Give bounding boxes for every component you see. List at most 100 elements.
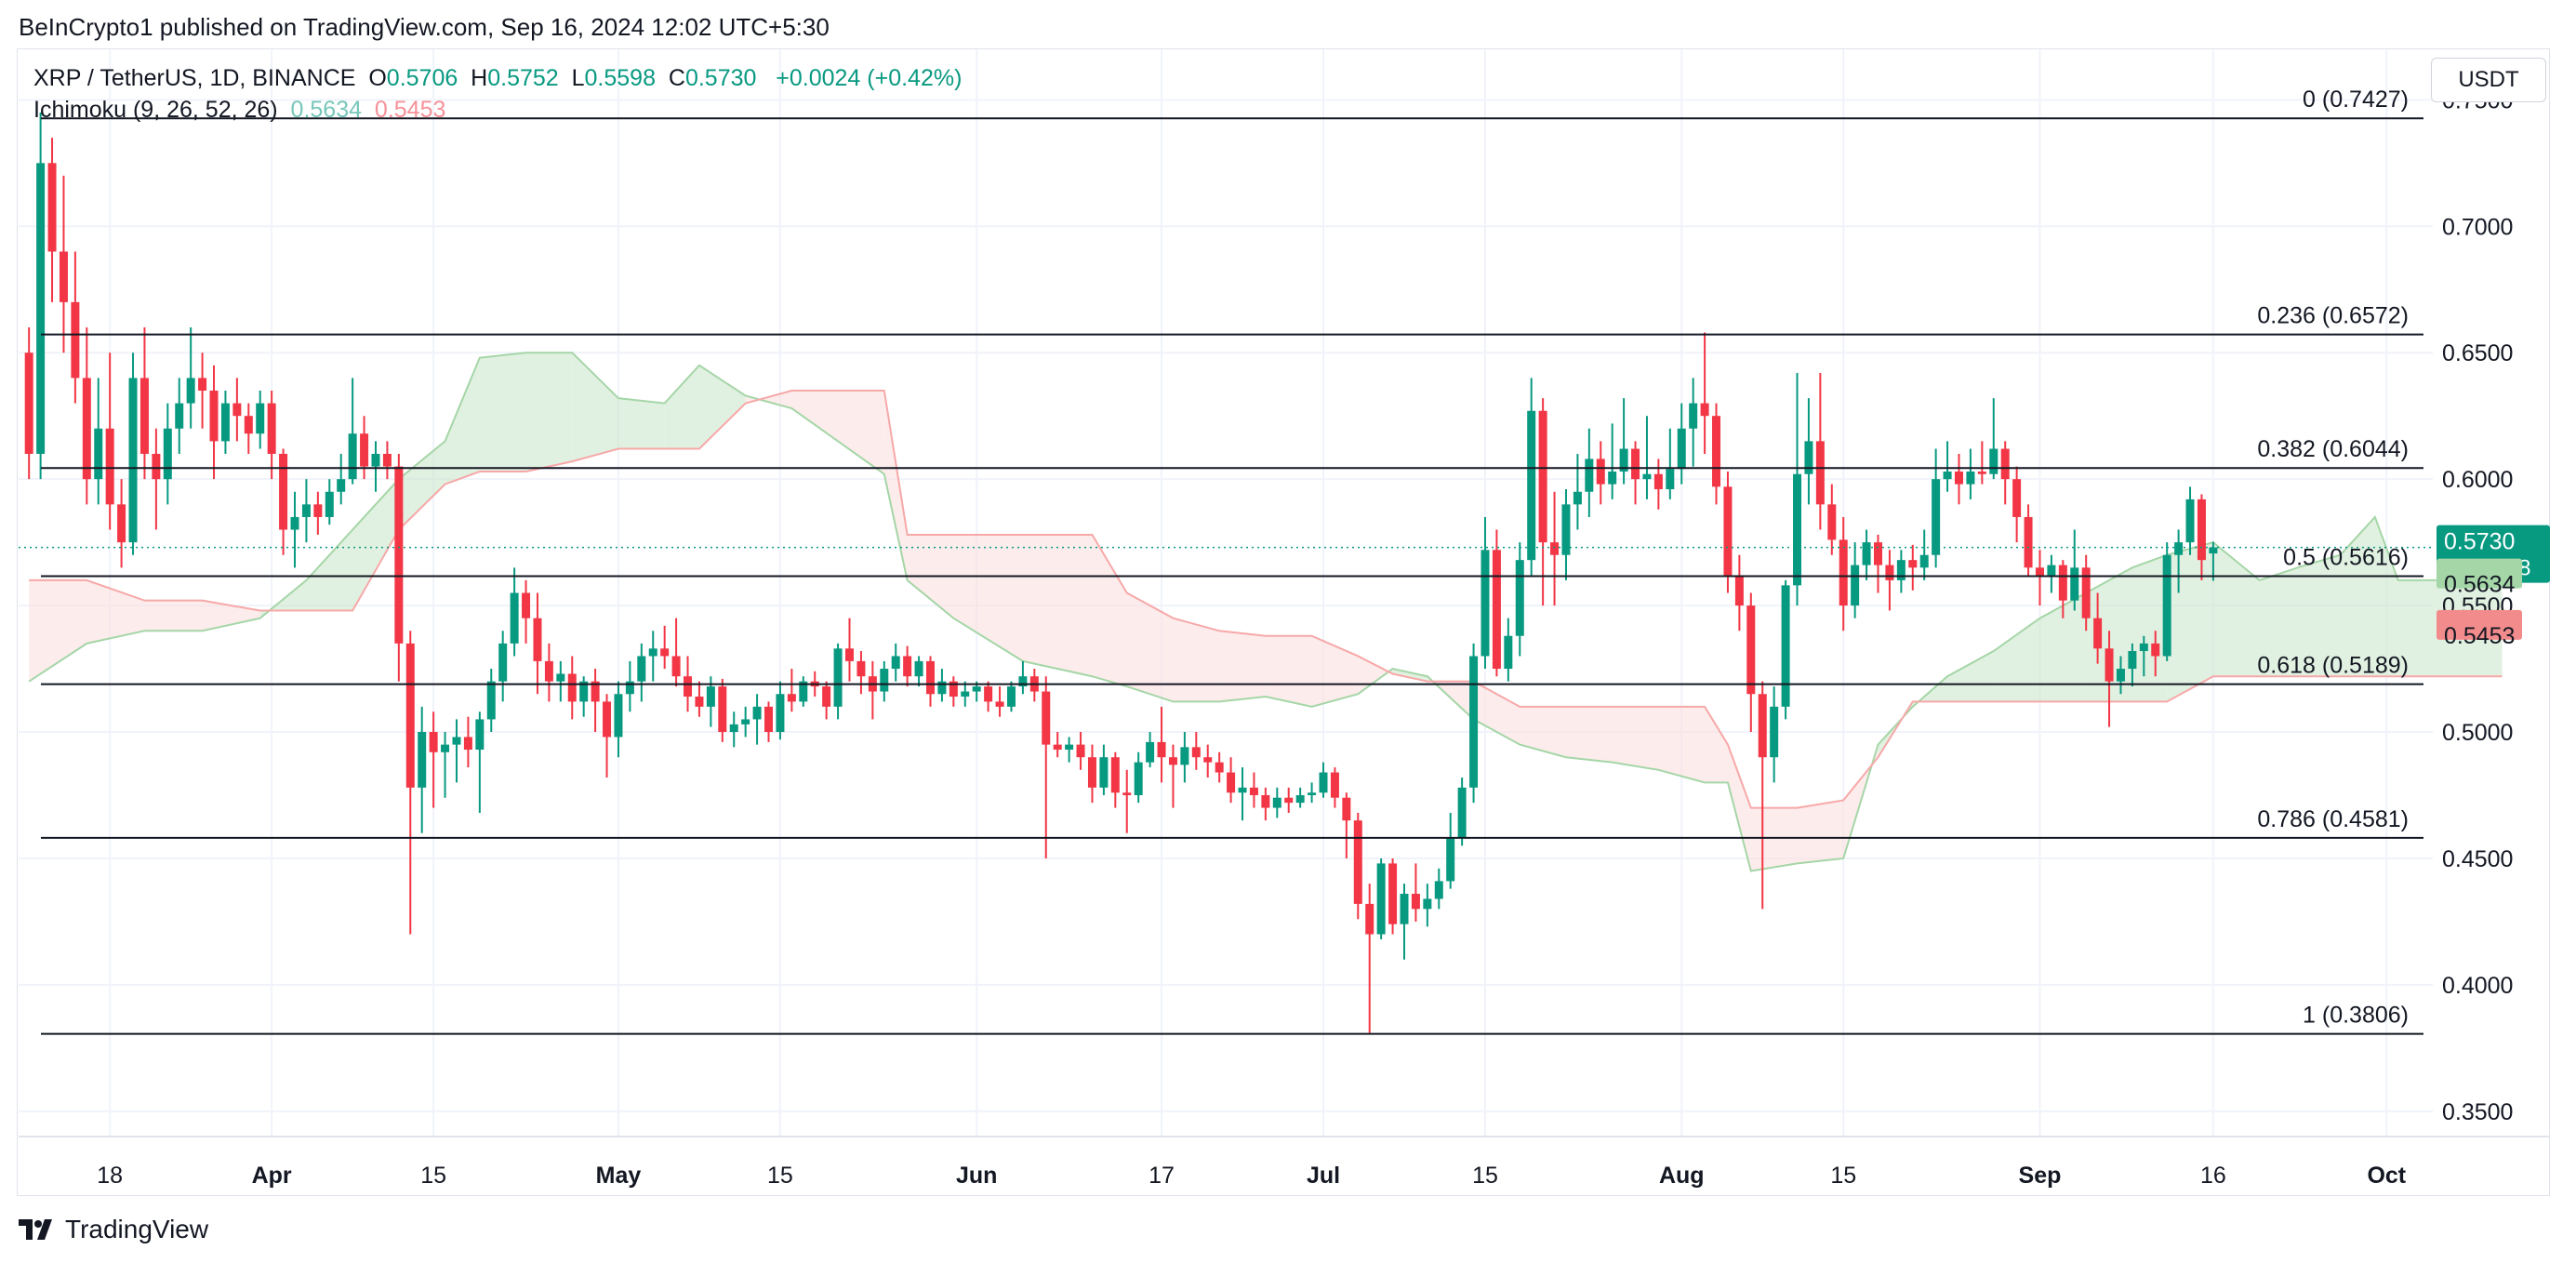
candle-body — [822, 686, 831, 707]
candle-body — [833, 648, 843, 707]
candle-body — [764, 706, 774, 733]
candle-body — [856, 660, 866, 677]
candle-body — [1943, 472, 1952, 480]
candle-body — [1515, 560, 1524, 636]
candle-body — [1457, 787, 1467, 839]
candle-body — [579, 681, 589, 702]
candle-body — [2139, 643, 2148, 652]
candle-body — [1330, 772, 1339, 798]
candle-body — [82, 378, 91, 480]
candle-body — [556, 673, 565, 682]
candle-body — [2047, 565, 2056, 576]
cloud-segment — [1947, 651, 1994, 702]
cloud-segment — [398, 441, 445, 530]
candle-body — [510, 592, 519, 644]
candle-body — [1619, 448, 1628, 472]
candle-body — [394, 466, 404, 644]
ichimoku-cloud — [28, 352, 2503, 872]
cloud-segment — [617, 398, 665, 449]
tradingview-brand[interactable]: TradingView — [19, 1215, 208, 1244]
candle-body — [290, 516, 299, 530]
fib-label: 1 (0.3806) — [2303, 1003, 2409, 1029]
candle-body — [267, 403, 276, 454]
candle-body — [1989, 448, 1998, 474]
candle-body — [1746, 605, 1756, 695]
candle-body — [961, 691, 970, 697]
fib-label: 0 (0.7427) — [2303, 86, 2409, 113]
candle-body — [706, 686, 715, 707]
candle-body — [614, 694, 623, 738]
cloud-segment — [1727, 744, 1751, 871]
close-label: C — [668, 65, 685, 91]
brand-name: TradingView — [65, 1215, 209, 1243]
x-tick-label: Oct — [2367, 1163, 2406, 1189]
cloud-segment — [445, 357, 480, 485]
cloud-segment — [1311, 635, 1359, 707]
x-tick-label: Jul — [1307, 1163, 1340, 1189]
candle-body — [128, 378, 138, 543]
lead-span-a — [28, 352, 2503, 872]
candle-body — [1469, 656, 1479, 788]
candle-body — [1434, 881, 1443, 899]
candle-body — [186, 378, 195, 404]
indicator-legend: Ichimoku (9, 26, 52, 26) 0.5634 0.5453 — [33, 97, 445, 124]
candle-body — [1481, 550, 1490, 657]
cloud-segment — [1750, 807, 1798, 871]
candle-body — [1203, 757, 1213, 763]
candle-body — [2185, 499, 2195, 543]
cloud-segment — [2131, 554, 2168, 702]
cloud-segment — [1658, 706, 1706, 783]
cloud-segment — [2340, 516, 2375, 677]
candle-body — [695, 696, 704, 707]
candle-body — [1157, 741, 1166, 758]
candle-body — [175, 403, 184, 429]
fib-label: 0.786 (0.4581) — [2257, 806, 2409, 832]
candle-body — [1272, 797, 1281, 808]
cloud-segment — [1092, 534, 1127, 687]
cloud-segment — [1358, 656, 1393, 695]
currency-button[interactable]: USDT — [2431, 58, 2546, 102]
cloud-segment — [838, 391, 884, 474]
candle-body — [2197, 499, 2206, 561]
candle-body — [220, 403, 230, 442]
cloud-segment — [2374, 516, 2398, 677]
candle-body — [684, 676, 693, 697]
candle-body — [1585, 459, 1594, 492]
candle-body — [1689, 403, 1698, 429]
candle-body — [1087, 757, 1096, 788]
fib-label: 0.382 (0.6044) — [2257, 436, 2409, 462]
cloud-segment — [2039, 592, 2087, 702]
candle-body — [533, 618, 542, 661]
candle-body — [152, 453, 161, 480]
candle-body — [1527, 410, 1536, 561]
candle-body — [1758, 694, 1767, 758]
fib-levels: 0 (0.7427) 0.236 (0.6572) 0.382 (0.6044) 0.… — [19, 86, 2433, 1035]
symbol-legend: XRP / TetherUS, 1D, BINANCE O0.5706 H0.5… — [33, 65, 962, 92]
candle-body — [105, 428, 114, 505]
candle-body — [1954, 472, 1963, 485]
candle-body — [2024, 516, 2033, 568]
candle-body — [360, 433, 369, 467]
candle-body — [1446, 838, 1455, 882]
candle-body — [1966, 472, 1975, 485]
open-value: 0.5706 — [386, 65, 458, 91]
indicator-name[interactable]: Ichimoku (9, 26, 52, 26) — [33, 97, 278, 123]
candle-body — [475, 719, 485, 751]
cloud-segment — [1173, 618, 1220, 702]
x-axis: 18 Apr 15 May 15 Jun 17 Jul 15 Aug 15 Sep 16 Oct — [97, 1163, 2407, 1189]
candle-body — [382, 453, 392, 467]
symbol-name[interactable]: XRP / TetherUS, 1D, BINANCE — [33, 65, 356, 91]
candle-body — [972, 686, 981, 692]
candle-body — [94, 428, 103, 480]
candle-body — [2105, 648, 2114, 682]
candle-body — [1631, 448, 1640, 480]
y-tick-label: 0.5000 — [2442, 720, 2513, 746]
candle-body — [949, 681, 958, 697]
candle-body — [371, 453, 380, 467]
cloud-segment — [745, 391, 792, 409]
cloud-segment — [306, 529, 353, 611]
candle-body — [1827, 504, 1837, 540]
candle-body — [1908, 560, 1918, 568]
candle-body — [1734, 575, 1744, 606]
